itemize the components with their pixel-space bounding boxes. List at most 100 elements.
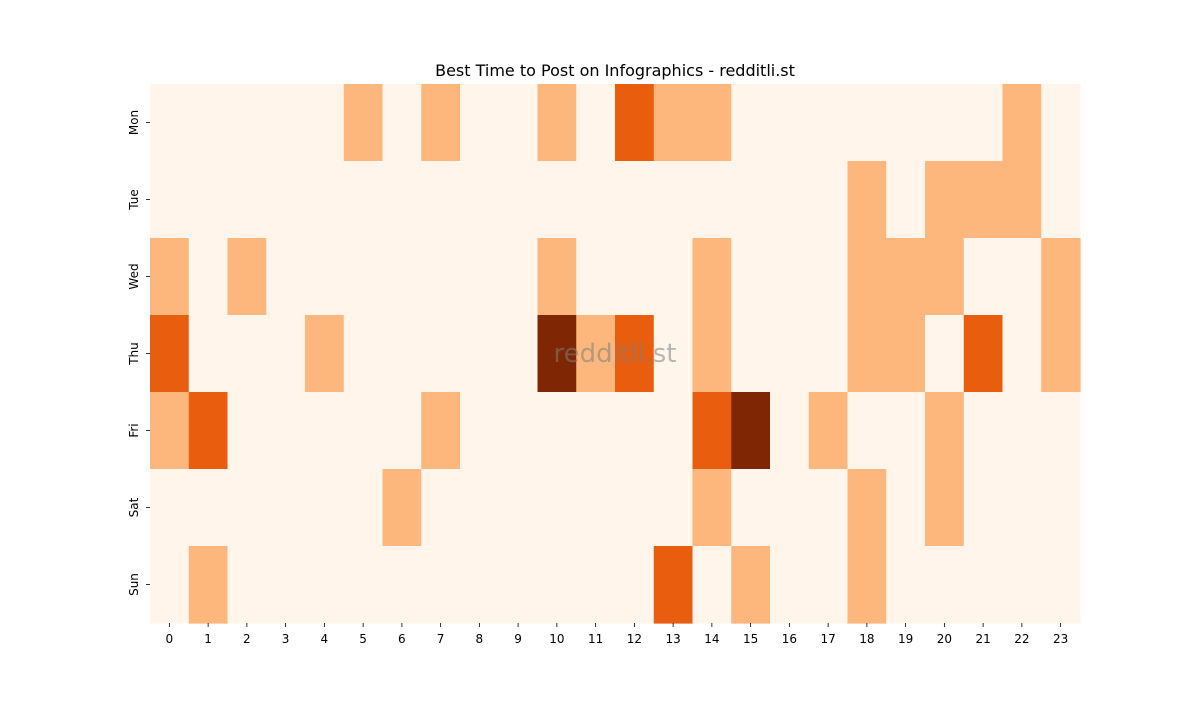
heatmap-cell-sun-1 xyxy=(188,546,229,624)
y-tick-label: Fri xyxy=(127,423,141,437)
heatmap-cell-fri-7 xyxy=(421,392,461,470)
heatmap-cell-fri-2 xyxy=(227,392,267,470)
heatmap-cell-fri-10 xyxy=(537,392,577,470)
heatmap-cell-mon-11 xyxy=(576,84,616,162)
heatmap-cell-wed-19 xyxy=(886,238,926,316)
x-tick-label: 23 xyxy=(1053,632,1068,646)
heatmap-cell-mon-22 xyxy=(1002,84,1042,162)
heatmap-cell-thu-10 xyxy=(537,315,577,393)
chart-title: Best Time to Post on Infographics - redd… xyxy=(435,61,795,80)
heatmap-cell-sat-14 xyxy=(692,469,732,547)
heatmap-cell-sun-14 xyxy=(692,546,732,624)
heatmap-cell-sun-20 xyxy=(925,546,965,624)
heatmap-cell-mon-18 xyxy=(847,84,887,162)
heatmap-cell-sun-15 xyxy=(731,546,771,624)
heatmap-cell-tue-13 xyxy=(653,161,694,239)
heatmap-cell-sat-5 xyxy=(343,469,384,547)
heatmap-cell-thu-6 xyxy=(382,315,422,393)
heatmap-cell-sat-20 xyxy=(925,469,965,547)
heatmap-cell-fri-18 xyxy=(847,392,887,470)
heatmap-cell-tue-16 xyxy=(770,161,810,239)
heatmap-cell-mon-8 xyxy=(460,84,500,162)
x-tick-label: 15 xyxy=(743,632,758,646)
heatmap-cell-sun-3 xyxy=(266,546,306,624)
heatmap-cell-wed-7 xyxy=(421,238,461,316)
heatmap-cell-tue-2 xyxy=(227,161,267,239)
x-tick-label: 13 xyxy=(665,632,680,646)
heatmap-cell-tue-12 xyxy=(615,161,655,239)
heatmap-cell-thu-16 xyxy=(770,315,810,393)
heatmap-cell-tue-18 xyxy=(847,161,887,239)
x-tick-label: 14 xyxy=(704,632,719,646)
x-tick-label: 10 xyxy=(549,632,564,646)
heatmap-cell-wed-18 xyxy=(847,238,887,316)
heatmap-cell-sat-6 xyxy=(382,469,422,547)
heatmap-cell-thu-18 xyxy=(847,315,887,393)
heatmap-cell-sat-12 xyxy=(615,469,655,547)
x-tick-label: 5 xyxy=(359,632,367,646)
heatmap-cell-mon-10 xyxy=(537,84,577,162)
heatmap-cell-sat-9 xyxy=(498,469,539,547)
heatmap-cell-thu-23 xyxy=(1041,315,1081,393)
heatmap-cell-thu-21 xyxy=(963,315,1004,393)
x-tick-label: 7 xyxy=(437,632,445,646)
heatmap-cell-sun-22 xyxy=(1002,546,1042,624)
heatmap-cell-mon-1 xyxy=(188,84,229,162)
heatmap-cell-sat-10 xyxy=(537,469,577,547)
heatmap-cell-fri-17 xyxy=(808,392,849,470)
heatmap-cell-mon-6 xyxy=(382,84,422,162)
heatmap-cell-fri-1 xyxy=(188,392,229,470)
watermark-text: redditli.st xyxy=(554,339,677,369)
heatmap-cell-wed-15 xyxy=(731,238,771,316)
heatmap-cell-fri-8 xyxy=(460,392,500,470)
heatmap-cell-mon-17 xyxy=(808,84,849,162)
heatmap-cell-thu-14 xyxy=(692,315,732,393)
heatmap-cell-fri-0 xyxy=(150,392,190,470)
heatmap-cell-sun-6 xyxy=(382,546,422,624)
heatmap-cell-tue-6 xyxy=(382,161,422,239)
heatmap-cell-sun-5 xyxy=(343,546,384,624)
heatmap-cell-fri-6 xyxy=(382,392,422,470)
x-tick-label: 4 xyxy=(321,632,329,646)
heatmap-cell-tue-0 xyxy=(150,161,190,239)
heatmap-cell-fri-15 xyxy=(731,392,771,470)
x-tick-label: 22 xyxy=(1014,632,1029,646)
heatmap-cell-mon-13 xyxy=(653,84,694,162)
heatmap-cell-wed-20 xyxy=(925,238,965,316)
heatmap-cell-mon-12 xyxy=(615,84,655,162)
heatmap-cell-thu-19 xyxy=(886,315,926,393)
heatmap-cell-tue-11 xyxy=(576,161,616,239)
heatmap-cell-sun-10 xyxy=(537,546,577,624)
heatmap-cell-sun-0 xyxy=(150,546,190,624)
heatmap-cell-tue-22 xyxy=(1002,161,1042,239)
heatmap-cell-fri-4 xyxy=(305,392,345,470)
heatmap-cell-sun-2 xyxy=(227,546,267,624)
x-tick-label: 12 xyxy=(627,632,642,646)
heatmap-cell-sun-9 xyxy=(498,546,539,624)
heatmap-cell-fri-3 xyxy=(266,392,306,470)
heatmap-cell-wed-16 xyxy=(770,238,810,316)
heatmap-cell-fri-22 xyxy=(1002,392,1042,470)
heatmap-cell-tue-19 xyxy=(886,161,926,239)
heatmap-cell-mon-4 xyxy=(305,84,345,162)
heatmap-cell-wed-23 xyxy=(1041,238,1081,316)
x-tick-label: 17 xyxy=(820,632,835,646)
heatmap-cell-sat-2 xyxy=(227,469,267,547)
heatmap-cell-fri-12 xyxy=(615,392,655,470)
heatmap-cell-fri-5 xyxy=(343,392,384,470)
heatmap-cell-thu-11 xyxy=(576,315,616,393)
heatmap-cell-wed-2 xyxy=(227,238,267,316)
heatmap-cell-mon-7 xyxy=(421,84,461,162)
heatmap-cell-thu-12 xyxy=(615,315,655,393)
heatmap-cell-mon-5 xyxy=(343,84,384,162)
heatmap-cell-fri-16 xyxy=(770,392,810,470)
x-tick-label: 16 xyxy=(782,632,797,646)
heatmap-cell-sat-11 xyxy=(576,469,616,547)
x-tick-label: 20 xyxy=(937,632,952,646)
heatmap-cell-tue-23 xyxy=(1041,161,1081,239)
heatmap-cell-tue-8 xyxy=(460,161,500,239)
heatmap-cell-wed-13 xyxy=(653,238,694,316)
heatmap-cell-sun-17 xyxy=(808,546,849,624)
heatmap-cell-fri-21 xyxy=(963,392,1004,470)
